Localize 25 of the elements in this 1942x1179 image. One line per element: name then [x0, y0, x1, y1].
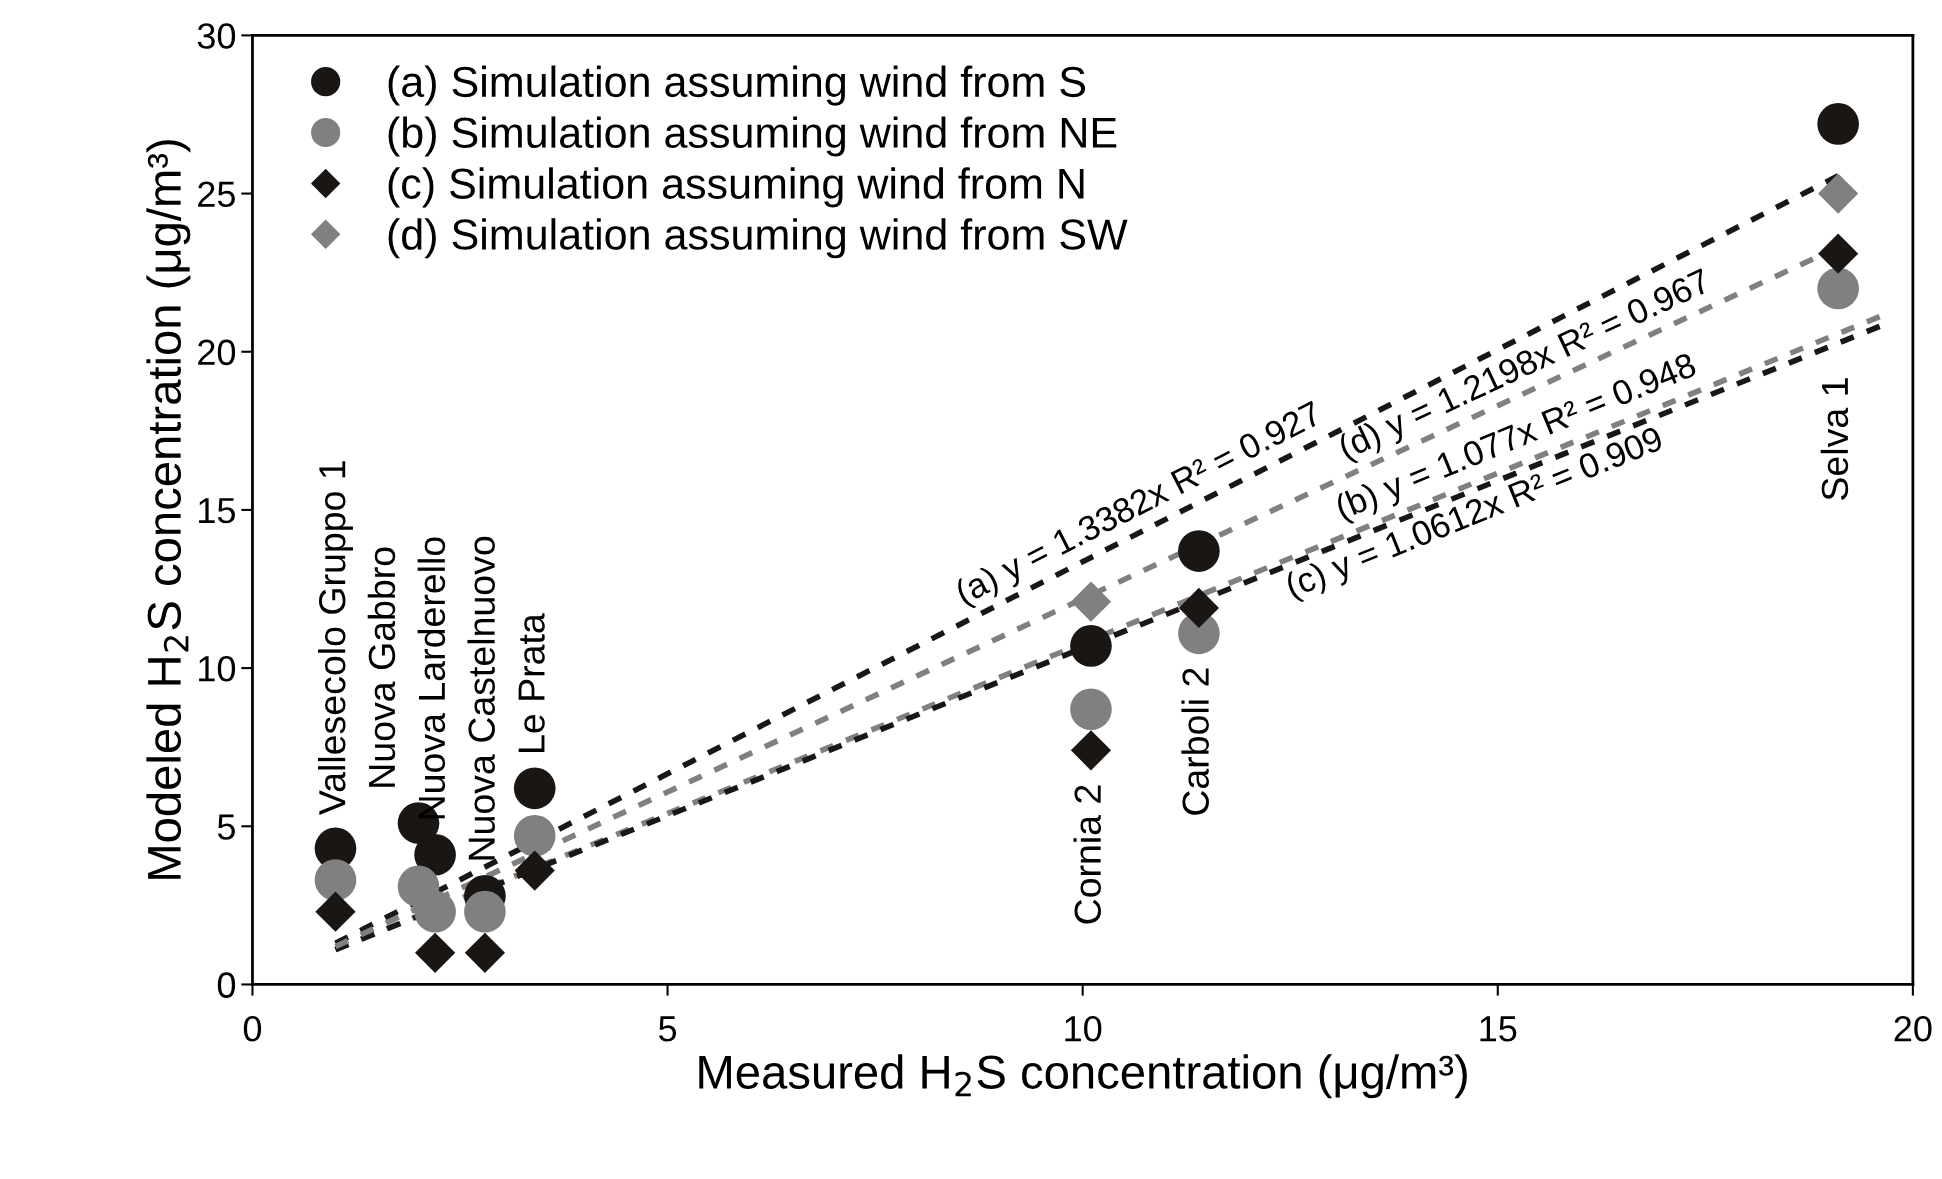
- legend-label: (b) Simulation assuming wind from NE: [388, 116, 1117, 157]
- y-tick-label: 15: [199, 498, 235, 524]
- y-tick-label: 30: [197, 23, 236, 49]
- annotation: Carboli 2: [1181, 668, 1209, 815]
- legend-label: (d) Simulation assuming wind from SW: [388, 218, 1128, 259]
- legend-label: (c) Simulation assuming wind from N: [388, 167, 1084, 208]
- annotation: Selva 1: [1820, 378, 1849, 500]
- y-tick-label: 5: [217, 814, 235, 840]
- y-tick-label: 10: [199, 655, 236, 682]
- x-tick-label: 0: [243, 1015, 262, 1042]
- x-tick-label: 10: [1065, 1015, 1102, 1042]
- y-tick-label: 0: [217, 972, 236, 998]
- x-tick-label: 20: [1894, 1015, 1932, 1042]
- annotation: Cornia 2: [1073, 785, 1102, 924]
- x-tick-label: 15: [1480, 1016, 1517, 1042]
- y-axis-title: Modeled H$_{2}$S concentration (μg/m³): [146, 140, 191, 879]
- y-tick-label: 20: [198, 339, 236, 366]
- legend-label: (a) Simulation assuming wind from S: [388, 65, 1086, 106]
- annotation: Nuova Gabbro: [367, 547, 396, 787]
- annotation: Nuova Castelnuovo: [467, 536, 495, 860]
- y-tick-label: 25: [198, 181, 235, 207]
- x-tick-label: 5: [658, 1016, 677, 1042]
- annotation: Vallesecolo Gruppo 1: [318, 461, 353, 815]
- annotation: Le Prata: [518, 613, 545, 752]
- x-axis-title: Measured H$_{2}$S concentration (μg/m³): [699, 1054, 1467, 1099]
